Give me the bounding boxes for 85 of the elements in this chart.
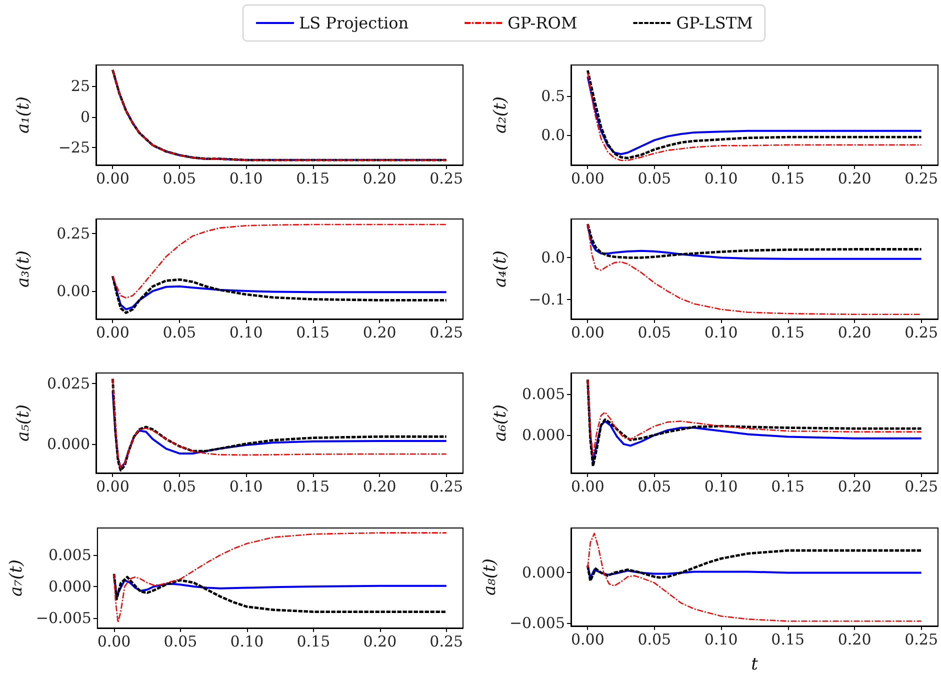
line-series (112, 224, 447, 299)
x-tick-label: 0.00 (96, 324, 130, 342)
line-series (113, 532, 448, 624)
legend-label: GP-LSTM (676, 14, 753, 32)
y-tick-label: −25 (58, 138, 90, 157)
y-tick-label: 0.000 (47, 434, 90, 453)
y-tick-label: −0.005 (36, 609, 92, 628)
x-tick-label: 0.05 (638, 630, 672, 648)
x-axis-title: t (751, 654, 758, 674)
x-tick-label: 0.00 (570, 324, 604, 342)
legend-label: LS Projection (299, 14, 409, 32)
x-tick-label: 0.15 (771, 170, 805, 188)
x-tick-label: 0.15 (771, 324, 805, 342)
y-tick-label: −0.005 (509, 614, 565, 632)
y-axis-title: a₄(t) (490, 250, 510, 288)
x-tick-label: 0.20 (838, 324, 872, 342)
x-tick-label: 0.20 (362, 478, 396, 496)
x-tick-label: 0.15 (771, 630, 805, 648)
x-tick-label: 0.15 (296, 478, 330, 496)
x-tick-label: 0.05 (162, 170, 196, 188)
y-tick-label: 0.0 (541, 248, 565, 267)
x-tick-label: 0.20 (362, 170, 396, 188)
x-tick-label: 0.25 (904, 630, 938, 648)
y-tick-label: 0.0 (541, 126, 565, 144)
y-axis-title: a₂(t) (490, 96, 510, 134)
x-tick-label: 0.25 (430, 478, 464, 496)
x-tick-label: 0.20 (363, 632, 397, 650)
y-axis-title: a₁(t) (14, 96, 34, 134)
y-axis-title: a₅(t) (14, 404, 34, 442)
x-tick-label: 0.10 (704, 324, 738, 342)
y-tick-label: 0.005 (522, 385, 565, 404)
y-tick-label: 0.000 (48, 577, 92, 596)
x-tick-label: 0.00 (570, 630, 604, 648)
x-tick-label: 0.00 (97, 632, 131, 650)
x-tick-label: 0.10 (229, 170, 263, 188)
x-tick-label: 0.10 (704, 478, 738, 496)
line-series (587, 223, 922, 316)
x-tick-label: 0.10 (229, 324, 263, 342)
y-tick-label: 0.005 (48, 546, 92, 564)
x-tick-label: 0.15 (771, 478, 805, 496)
y-tick-label: 0.025 (47, 374, 90, 393)
x-tick-label: 0.00 (570, 170, 604, 188)
x-tick-label: 0.00 (96, 170, 130, 188)
y-axis-title: a₃(t) (14, 250, 34, 288)
x-tick-label: 0.05 (162, 324, 196, 342)
x-tick-label: 0.20 (838, 170, 872, 188)
y-tick-label: 0.000 (522, 426, 565, 444)
x-tick-label: 0.20 (362, 324, 396, 342)
x-tick-label: 0.10 (229, 478, 263, 496)
x-tick-label: 0.00 (570, 478, 604, 496)
y-axis-title: a₇(t) (6, 559, 26, 597)
legend-label: GP-ROM (508, 14, 578, 32)
x-tick-label: 0.25 (904, 324, 938, 342)
y-tick-label: 0.5 (541, 87, 565, 106)
x-tick-label: 0.25 (904, 170, 938, 188)
x-tick-label: 0.05 (162, 478, 196, 496)
x-tick-label: 0.10 (704, 170, 738, 188)
y-tick-label: 25 (70, 76, 90, 95)
x-tick-label: 0.15 (296, 632, 330, 650)
x-tick-label: 0.25 (430, 632, 464, 650)
x-tick-label: 0.25 (430, 170, 464, 188)
line-series (587, 532, 922, 622)
x-tick-label: 0.25 (904, 478, 938, 496)
y-tick-label: 0.000 (522, 564, 565, 582)
x-tick-label: 0.20 (838, 478, 872, 496)
x-tick-label: 0.15 (296, 324, 330, 342)
line-series (113, 576, 448, 597)
x-tick-label: 0.05 (638, 324, 672, 342)
y-tick-label: 0.25 (56, 224, 90, 243)
y-axis-title: a₆(t) (490, 404, 510, 442)
x-tick-label: 0.15 (296, 170, 330, 188)
y-tick-label: 0.00 (56, 282, 90, 300)
x-tick-label: 0.05 (164, 632, 198, 650)
x-tick-label: 0.10 (230, 632, 264, 650)
line-series (586, 549, 922, 582)
x-tick-label: 0.25 (430, 324, 464, 342)
y-axis-title: a₈(t) (480, 558, 500, 596)
x-tick-label: 0.10 (704, 630, 738, 648)
x-tick-label: 0.20 (838, 630, 872, 648)
x-tick-label: 0.05 (638, 478, 672, 496)
y-tick-label: −0.1 (528, 290, 565, 309)
y-tick-label: 0 (80, 108, 90, 126)
x-tick-label: 0.05 (638, 170, 672, 188)
x-tick-label: 0.00 (96, 478, 130, 496)
line-series (112, 572, 448, 613)
